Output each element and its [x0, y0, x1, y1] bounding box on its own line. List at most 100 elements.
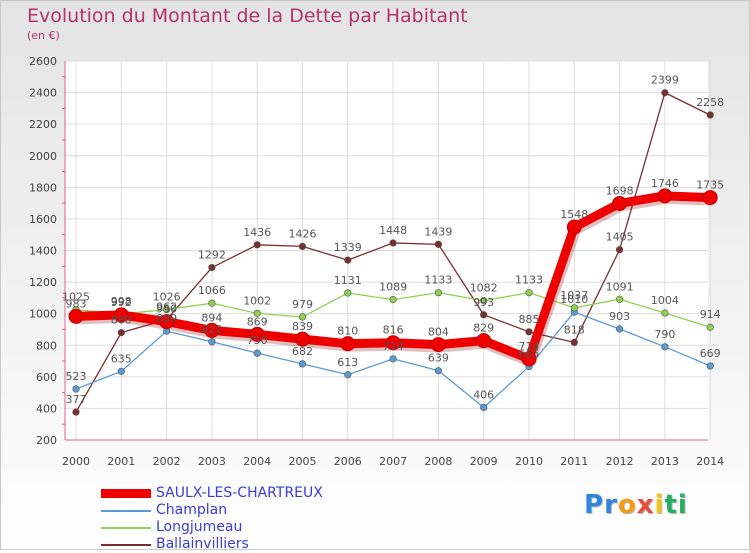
y-tick-label: 1400 [29, 245, 57, 258]
x-tick-label: 2005 [289, 455, 317, 468]
x-tick-label: 2013 [651, 455, 679, 468]
x-tick-label: 2007 [379, 455, 407, 468]
data-point [612, 195, 628, 211]
data-label: 950 [156, 303, 177, 316]
data-point [340, 336, 356, 352]
data-point [434, 240, 443, 248]
data-label: 1091 [606, 280, 634, 293]
data-point [389, 296, 397, 304]
data-label: 523 [66, 370, 87, 383]
data-label: 979 [292, 298, 313, 311]
data-point [344, 371, 352, 379]
data-point [253, 309, 261, 317]
data-point [661, 343, 669, 351]
data-point [117, 329, 125, 337]
y-tick-label: 800 [36, 339, 57, 352]
data-point [385, 335, 401, 351]
data-point [615, 325, 624, 333]
data-label: 822 [201, 323, 222, 336]
data-label: 682 [292, 345, 313, 358]
data-label: 1004 [651, 294, 679, 307]
x-tick-label: 2006 [334, 455, 362, 468]
data-label: 1439 [424, 225, 452, 238]
data-point [657, 188, 673, 204]
data-label: 889 [156, 312, 177, 325]
data-point [249, 326, 265, 342]
legend-swatch-champlan [101, 510, 151, 512]
legend-item-longjumeau[interactable]: Longjumeau [101, 519, 431, 536]
data-label: 829 [473, 322, 494, 335]
legend-swatch-saulx [101, 489, 151, 498]
data-point [661, 89, 669, 97]
data-point [117, 367, 125, 375]
data-label: 1426 [289, 227, 317, 240]
data-point [298, 313, 307, 321]
data-label: 810 [337, 325, 358, 338]
y-tick-label: 1600 [29, 213, 57, 226]
data-label: 2258 [696, 96, 724, 109]
data-label: 1037 [560, 289, 588, 302]
logo-letter: t [664, 490, 678, 520]
data-label: 1339 [334, 241, 362, 254]
data-label: 1082 [470, 282, 498, 295]
data-label: 714 [519, 340, 540, 353]
x-tick-label: 2001 [107, 455, 135, 468]
y-tick-label: 400 [36, 402, 57, 415]
data-point [661, 309, 669, 317]
data-point [208, 338, 216, 346]
data-point [570, 338, 578, 347]
data-label: 635 [111, 352, 132, 365]
data-label: 998 [111, 295, 132, 308]
data-label: 1066 [198, 284, 226, 297]
data-point [480, 297, 488, 305]
data-label: 1292 [198, 249, 226, 262]
data-point [706, 362, 714, 370]
data-label: 1133 [424, 274, 452, 287]
data-point [434, 367, 443, 375]
chart-title: Evolution du Montant de la Dette par Hab… [27, 5, 468, 27]
data-label: 1026 [153, 291, 181, 304]
logo-letter: i [654, 490, 665, 520]
legend-swatch-ballainvilliers [101, 544, 151, 546]
data-point [570, 304, 578, 312]
y-tick-label: 2400 [29, 87, 57, 100]
data-label: 1746 [651, 177, 679, 190]
logo-letter: i [677, 490, 688, 520]
data-point [389, 239, 397, 247]
data-label: 1448 [379, 224, 407, 237]
data-point [253, 349, 261, 357]
data-point [480, 403, 488, 412]
data-point [72, 408, 80, 416]
legend-item-saulx[interactable]: SAULX-LES-CHARTREUX [101, 485, 431, 502]
data-point [706, 323, 714, 331]
data-point [480, 311, 488, 319]
data-point [298, 360, 307, 368]
data-label: 639 [428, 352, 449, 365]
data-label: 377 [66, 393, 87, 406]
data-point [389, 355, 397, 363]
y-tick-label: 1000 [29, 308, 57, 321]
legend-label-saulx: SAULX-LES-CHARTREUX [156, 485, 323, 501]
data-label: 1025 [62, 291, 90, 304]
x-tick-label: 2003 [198, 455, 226, 468]
data-point [615, 295, 624, 303]
legend-label-champlan: Champlan [156, 502, 228, 518]
data-label: 1548 [560, 208, 588, 221]
logo-letter: x [636, 490, 655, 520]
x-tick-label: 2000 [62, 455, 90, 468]
data-point [72, 385, 80, 393]
legend-item-champlan[interactable]: Champlan [101, 502, 431, 519]
legend-item-ballainvilliers[interactable]: Ballainvilliers [101, 536, 431, 553]
legend-label-ballainvilliers: Ballainvilliers [156, 536, 249, 552]
x-tick-label: 2014 [696, 455, 724, 468]
data-label: 885 [519, 313, 540, 326]
x-tick-label: 2004 [243, 455, 271, 468]
data-label: 1002 [243, 294, 271, 307]
data-point [113, 307, 129, 323]
data-label: 880 [111, 314, 132, 327]
logo-letter: P [584, 490, 605, 520]
data-point [344, 256, 352, 264]
data-label: 1131 [334, 274, 362, 287]
